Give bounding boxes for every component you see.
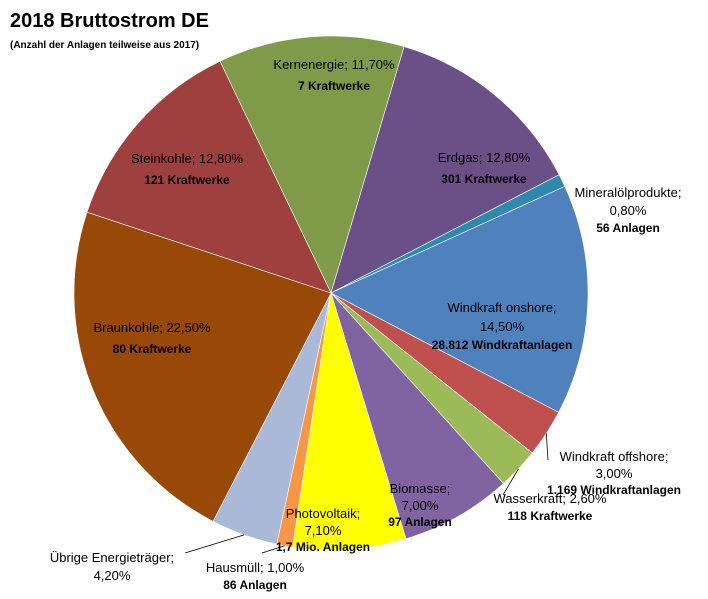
slice-label-braunkohle: Braunkohle; 22,50% bbox=[93, 320, 211, 335]
slice-label-windkraft-offshore: Windkraft offshore; bbox=[560, 449, 669, 464]
slice-detail-hausmuell: 86 Anlagen bbox=[223, 578, 287, 592]
slice-detail-steinkohle: 121 Kraftwerke bbox=[144, 173, 230, 187]
chart-title: 2018 Bruttostrom DE bbox=[10, 10, 209, 32]
pie-slice-photovoltaik bbox=[292, 292, 407, 551]
pie-slice-erdgas bbox=[330, 46, 560, 294]
slice-label-biomasse: Biomasse; bbox=[390, 481, 451, 496]
pie-slice-windkraft-onshore bbox=[330, 185, 589, 413]
slice-value-uebrige-energietraeger: 4,20% bbox=[94, 568, 131, 583]
slice-label-hausmuell: Hausmüll; 1,00% bbox=[206, 560, 305, 575]
leader-line-wasserkraft bbox=[502, 468, 519, 496]
slice-detail-braunkohle: 80 Kraftwerke bbox=[113, 342, 192, 356]
pie-slice-braunkohle bbox=[73, 211, 332, 522]
slice-value-windkraft-onshore: 14,50% bbox=[480, 319, 525, 334]
slice-detail-wasserkraft: 118 Kraftwerke bbox=[508, 509, 593, 523]
slice-detail-windkraft-onshore: 28.812 Windkraftanlagen bbox=[432, 338, 573, 352]
slice-detail-windkraft-offshore: 1.169 Windkraftanlagen bbox=[547, 483, 681, 497]
slice-detail-erdgas: 301 Kraftwerke bbox=[441, 172, 527, 186]
leader-line-hausmuell bbox=[261, 545, 285, 554]
slice-label-erdgas: Erdgas; 12,80% bbox=[438, 150, 531, 165]
slice-value-biomasse: 7,00% bbox=[402, 498, 439, 513]
slice-value-windkraft-offshore: 3,00% bbox=[596, 466, 633, 481]
pie-slice-kernenergie bbox=[219, 35, 405, 294]
slice-detail-biomasse: 97 Anlagen bbox=[388, 515, 452, 529]
slice-detail-mineraloelprodukte: 56 Anlagen bbox=[596, 221, 660, 235]
slice-label-wasserkraft: Wasserkraft; 2,60% bbox=[494, 491, 607, 506]
slice-value-photovoltaik: 7,10% bbox=[305, 523, 342, 538]
slice-label-windkraft-onshore: Windkraft onshore; bbox=[447, 300, 556, 315]
chart-subtitle: (Anzahl der Anlagen teilweise aus 2017) bbox=[10, 40, 200, 51]
slice-label-uebrige-energietraeger: Übrige Energieträger; bbox=[50, 550, 174, 565]
slice-label-mineraloelprodukte: Mineralölprodukte; bbox=[575, 185, 682, 200]
slice-value-mineraloelprodukte: 0,80% bbox=[610, 203, 647, 218]
slice-detail-kernenergie: 7 Kraftwerke bbox=[298, 79, 370, 93]
slice-label-steinkohle: Steinkohle; 12,80% bbox=[131, 151, 243, 166]
slice-detail-photovoltaik: 1,7 Mio. Anlagen bbox=[276, 540, 370, 554]
pie-slice-steinkohle bbox=[86, 60, 332, 294]
slice-label-photovoltaik: Photovoltaik; bbox=[286, 506, 360, 521]
pie-slice-biomasse bbox=[330, 292, 504, 540]
slice-label-kernenergie: Kernenergie; 11,70% bbox=[273, 57, 395, 72]
leader-line-windkraft-offshore bbox=[545, 433, 549, 461]
leader-line-uebrige-energietraeger bbox=[184, 534, 245, 554]
